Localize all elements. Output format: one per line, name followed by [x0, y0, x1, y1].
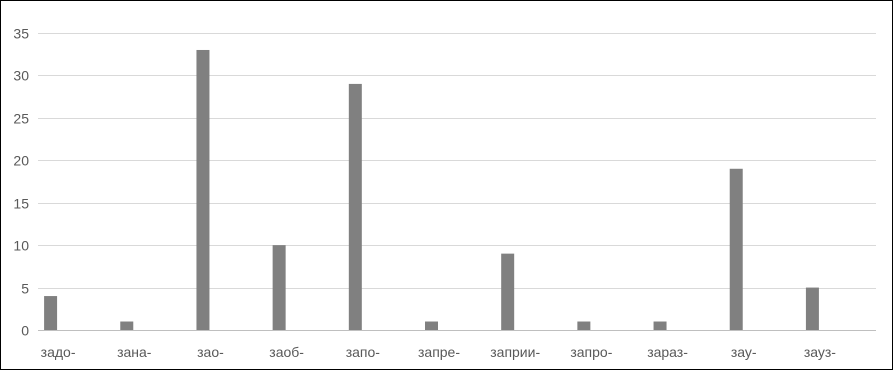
- gridlines: [38, 33, 876, 331]
- y-tick-label: 0: [21, 323, 29, 339]
- x-tick-label: зау-: [731, 344, 757, 360]
- x-axis-ticks: задо-зана-зао-заоб-запо-запре-заприи-зап…: [41, 344, 837, 360]
- bar: [501, 253, 515, 330]
- x-tick-label: заприи-: [490, 344, 540, 360]
- x-tick-label: зао-: [197, 344, 224, 360]
- bar: [272, 245, 286, 330]
- y-tick-label: 20: [13, 153, 29, 169]
- bar: [120, 321, 134, 330]
- bar: [729, 168, 743, 330]
- y-tick-label: 10: [13, 238, 29, 254]
- bar: [196, 49, 210, 330]
- y-tick-label: 35: [13, 26, 29, 42]
- bar: [44, 296, 58, 330]
- bar: [425, 321, 438, 330]
- x-tick-label: зауз-: [804, 344, 836, 360]
- bar: [653, 321, 667, 330]
- bar: [348, 83, 362, 331]
- x-tick-label: запо-: [346, 344, 381, 360]
- x-tick-label: задо-: [41, 344, 76, 360]
- y-tick-label: 15: [13, 196, 29, 212]
- y-tick-label: 30: [13, 68, 29, 84]
- y-axis-ticks: 0 5 10 15 20 25 30 35: [13, 26, 29, 339]
- x-tick-label: зараз-: [647, 344, 688, 360]
- x-tick-label: запре-: [418, 344, 460, 360]
- x-tick-label: запро-: [570, 344, 612, 360]
- bar: [577, 321, 591, 330]
- y-tick-label: 5: [21, 281, 29, 297]
- x-tick-label: заоб-: [269, 344, 304, 360]
- bar: [805, 287, 819, 330]
- y-tick-label: 25: [13, 111, 29, 127]
- x-tick-label: зана-: [117, 344, 152, 360]
- bars: [44, 49, 819, 331]
